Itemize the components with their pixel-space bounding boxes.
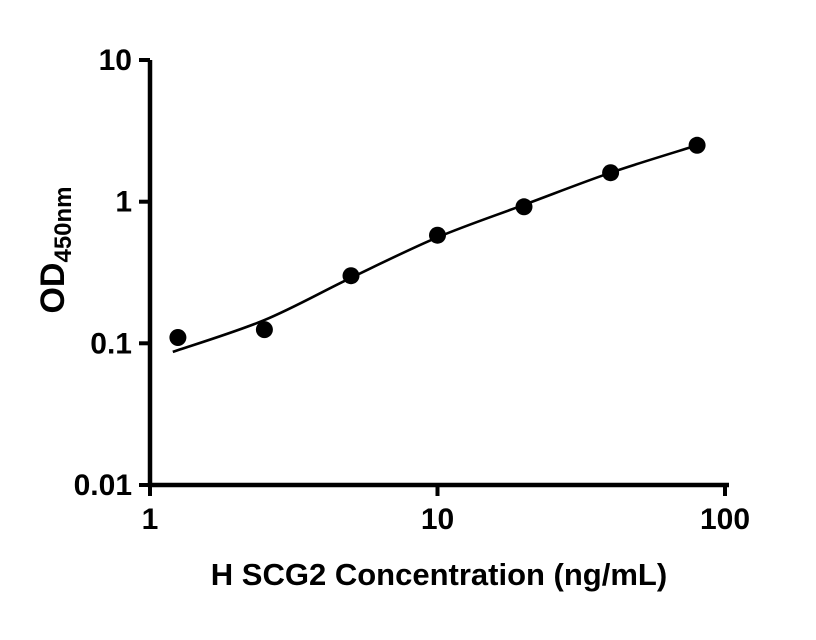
axis-frame xyxy=(147,60,729,488)
y-tick-label: 0.01 xyxy=(74,469,132,502)
data-point xyxy=(255,321,273,339)
fit-curve xyxy=(172,144,698,354)
y-axis-title-main: OD xyxy=(34,263,72,314)
y-tick-label: 0.1 xyxy=(90,327,132,360)
axes: 10 1 0.1 0.01 1 10 100 xyxy=(74,44,750,536)
data-point xyxy=(515,198,533,216)
y-tick-label: 10 xyxy=(99,44,132,77)
x-tick-label: 10 xyxy=(421,503,454,536)
x-axis-title: H SCG2 Concentration (ng/mL) xyxy=(211,557,667,592)
data-point xyxy=(429,226,446,244)
x-tick-label: 100 xyxy=(700,503,750,536)
data-point xyxy=(602,164,620,182)
y-axis-title-subscript: 450nm xyxy=(50,186,77,262)
data-point xyxy=(342,267,360,285)
data-point xyxy=(169,329,187,346)
x-tick-label: 1 xyxy=(142,503,159,536)
data-point xyxy=(688,136,706,154)
data-series xyxy=(169,136,706,354)
y-tick-label: 1 xyxy=(115,186,132,219)
y-axis-title: OD450nm xyxy=(34,186,77,313)
